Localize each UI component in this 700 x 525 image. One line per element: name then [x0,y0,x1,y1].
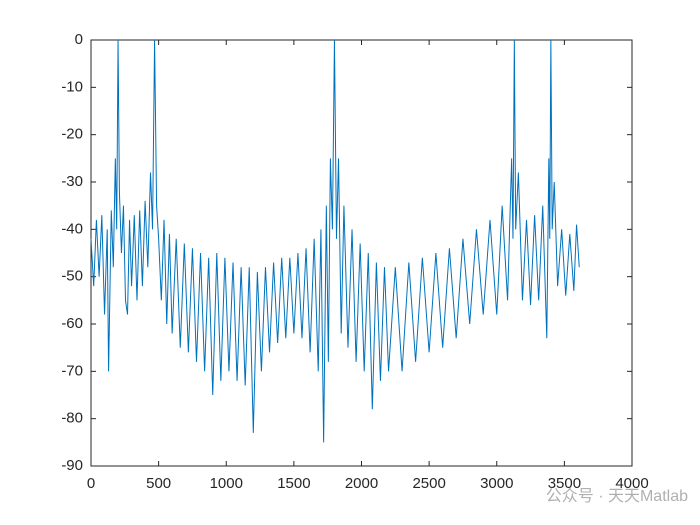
y-tick-label: -70 [61,362,83,379]
plot-area [90,39,633,467]
y-tick-label: -50 [61,268,83,285]
x-tick-label: 2500 [412,475,445,492]
y-tick-label: -60 [61,315,83,332]
x-tick-label: 1000 [210,475,243,492]
x-tick-label: 4000 [615,475,648,492]
x-tick-label: 2000 [345,475,378,492]
x-tick-label: 500 [146,475,171,492]
y-tick-label: -10 [61,78,83,95]
y-tick-label: -30 [61,173,83,190]
y-tick-label: -80 [61,410,83,427]
x-tick-label: 0 [87,475,95,492]
y-tick-label: -40 [61,220,83,237]
y-tick-label: 0 [75,31,83,48]
x-tick-label: 3000 [480,475,513,492]
y-tick-label: -20 [61,126,83,143]
spectrum-line [90,39,580,443]
watermark: 公众号 · 天天Matlab [546,487,688,505]
y-tick-label: -90 [61,457,83,474]
x-tick-label: 3500 [548,475,581,492]
x-tick-label: 1500 [277,475,310,492]
